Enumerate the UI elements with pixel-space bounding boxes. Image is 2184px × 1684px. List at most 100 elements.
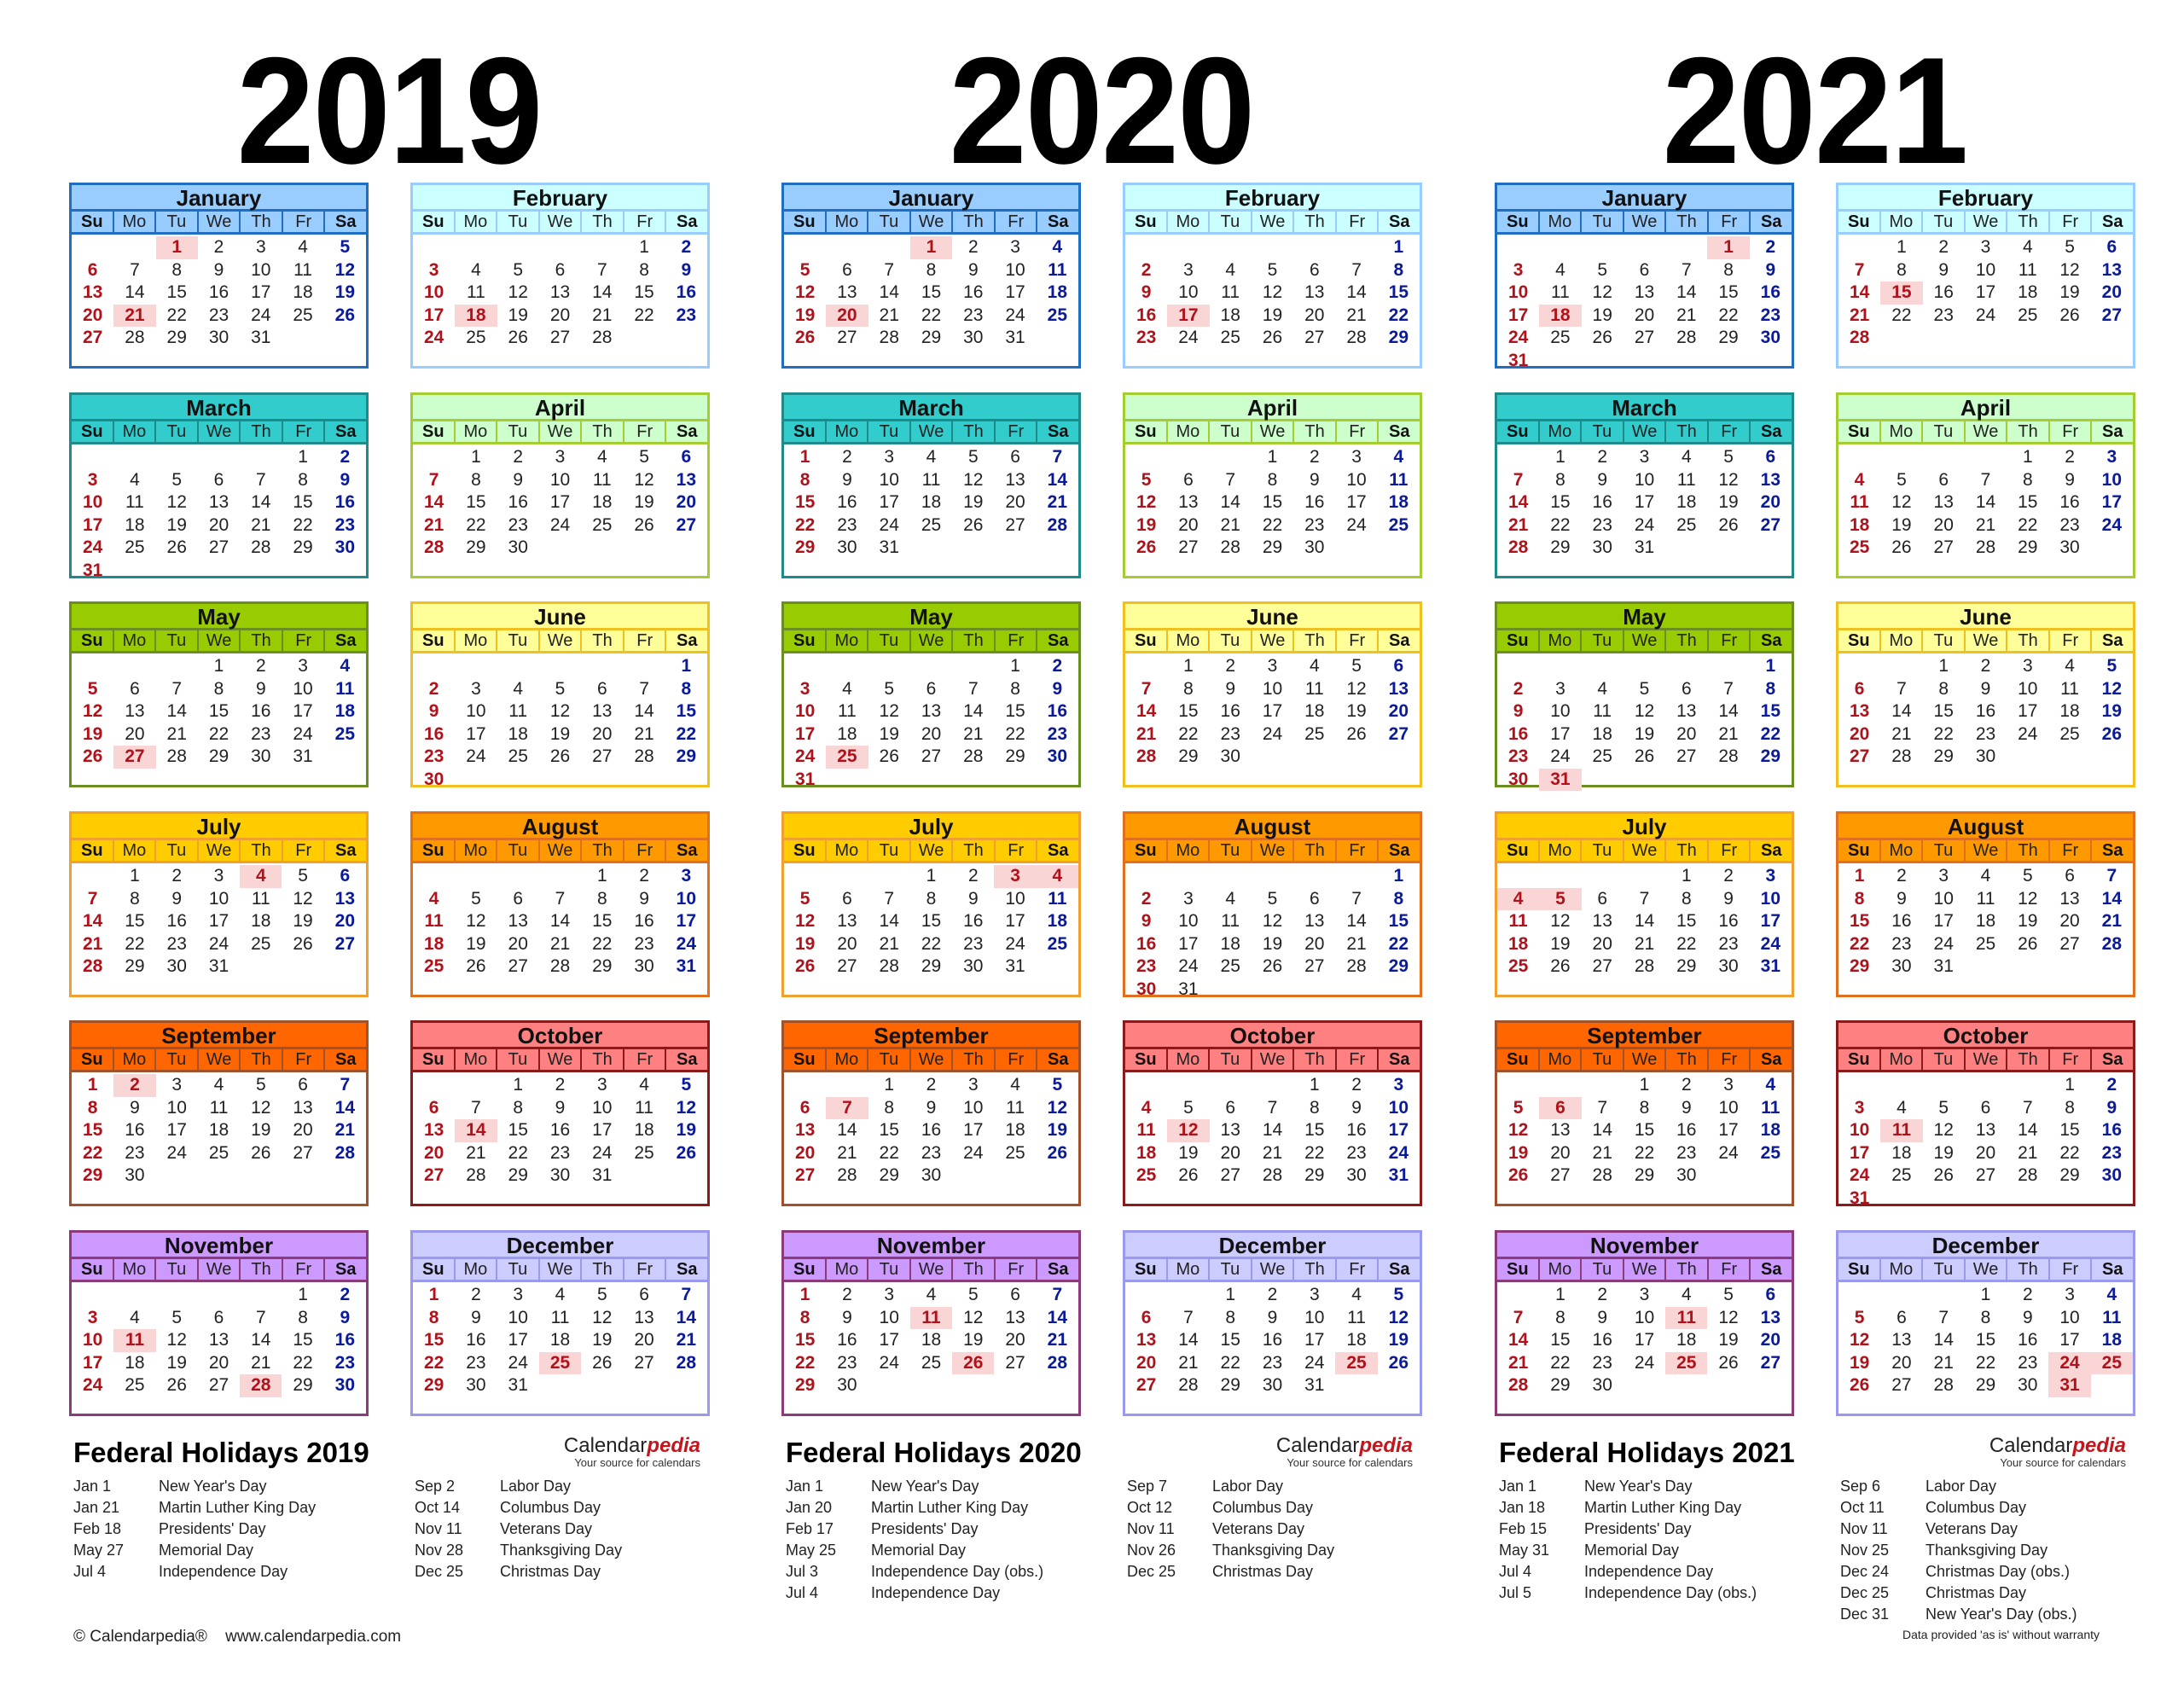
month-september: September Su Mo Tu We Th Fr Sa 1 2 3 4 5 6 7 8 9 10 11 12 13… xyxy=(1495,1020,1794,1206)
day-cell: 24 xyxy=(1005,305,1025,325)
day-cell: 3 xyxy=(171,1075,183,1095)
day-cell: 29 xyxy=(592,956,613,976)
day-cell: 21 xyxy=(963,723,984,744)
day-cell: 21 xyxy=(1718,723,1739,744)
day-cell: 9 xyxy=(513,469,524,490)
day-cell: 28 xyxy=(1507,537,1529,557)
day-cell: 3 xyxy=(428,259,439,280)
day-cell: 10 xyxy=(423,282,444,302)
day-cell: 5 xyxy=(799,888,810,909)
day-cell: 3 xyxy=(1639,1285,1650,1304)
day-cell: 2 xyxy=(1980,656,1991,676)
day-cell: 21 xyxy=(166,723,187,744)
day-cell: 12 xyxy=(1634,701,1655,721)
day-cell: 12 xyxy=(1718,469,1739,490)
weekday-label: Sa xyxy=(1761,1050,1782,1069)
day-cell: 11 xyxy=(921,469,941,490)
month-name: November xyxy=(784,1233,1078,1259)
day-cell: 7 xyxy=(1267,1097,1278,1118)
day-cell: 29 xyxy=(508,1165,528,1185)
day-cell: 16 xyxy=(1760,282,1781,302)
holiday-date: Sep 2 xyxy=(415,1478,456,1495)
day-cell: 14 xyxy=(1346,911,1367,931)
holiday-name: Columbus Day xyxy=(500,1499,601,1516)
day-cell: 10 xyxy=(208,888,229,909)
day-cell: 11 xyxy=(1048,259,1067,280)
day-cell: 9 xyxy=(2065,469,2075,490)
day-cell: 27 xyxy=(1760,514,1781,535)
month-january: January Su Mo Tu We Th Fr Sa 1 2 3 4 5 6 7 8 9 10 11 12 13 14… xyxy=(781,183,1081,369)
month-october: October Su Mo Tu We Th Fr Sa 1 2 3 4 5 6 7 8 9 10 11 12 13 14… xyxy=(410,1020,710,1206)
day-cell: 27 xyxy=(1220,1165,1240,1185)
day-cell: 11 xyxy=(2060,678,2079,699)
weekday-header-row: Su Mo Tu We Th Fr Sa xyxy=(413,421,707,444)
day-cell: 9 xyxy=(1141,911,1152,931)
day-cell: 22 xyxy=(1550,514,1571,535)
day-cell: 26 xyxy=(794,956,816,976)
day-cell: 21 xyxy=(1047,492,1068,512)
day-cell: 6 xyxy=(340,866,351,886)
day-cell: 14 xyxy=(676,1307,697,1327)
day-cell: 7 xyxy=(2106,866,2117,886)
weekday-label: Fr xyxy=(996,840,1038,861)
weekday-label: Sa xyxy=(1761,631,1782,650)
weekday-label: Tu xyxy=(1923,630,1966,651)
holiday-date: Jan 20 xyxy=(786,1499,833,1516)
weekday-label: Fr xyxy=(1337,630,1380,651)
calendarpedia-logo: Calendarpedia Your source for calendars xyxy=(1972,1435,2126,1469)
day-cell: 20 xyxy=(334,911,356,931)
day-cell: 21 xyxy=(1262,1142,1283,1163)
holiday-name: Christmas Day xyxy=(1212,1563,1314,1580)
day-cell: 16 xyxy=(125,1120,145,1140)
holiday-date: Sep 6 xyxy=(1840,1478,1881,1495)
weekday-label: We xyxy=(1624,1259,1667,1280)
day-cell: 25 xyxy=(1507,956,1529,976)
day-cell: 14 xyxy=(1592,1120,1612,1140)
day-cell: 7 xyxy=(1938,1307,1949,1327)
day-cell: 6 xyxy=(1896,1307,1907,1327)
day-cell: 8 xyxy=(130,888,140,909)
day-cell: 25 xyxy=(634,1142,654,1163)
day-cell: 11 xyxy=(251,888,270,909)
day-grid: 1 2 3 4 5 6 7 8 9 10 11 12 13 14 15 16 17 18 19 20 21 22 23 24 2… xyxy=(784,1282,1078,1397)
day-cell: 19 xyxy=(879,723,899,744)
day-cell: 19 xyxy=(1550,933,1571,954)
day-cell: 15 xyxy=(676,701,697,721)
weekday-label: Tu xyxy=(868,840,911,861)
day-cell: 22 xyxy=(508,1142,528,1163)
day-cell: 4 xyxy=(1052,237,1063,257)
day-cell: 30 xyxy=(1047,746,1068,766)
day-cell: 28 xyxy=(1262,1165,1283,1185)
weekday-label: Fr xyxy=(996,1049,1038,1070)
weekday-label: Mo xyxy=(827,630,869,651)
day-cell: 10 xyxy=(879,1307,899,1327)
day-cell: 22 xyxy=(1891,305,1912,325)
year-title: 2021 xyxy=(1662,26,1969,195)
day-cell: 19 xyxy=(1933,1142,1954,1163)
month-name: December xyxy=(413,1233,707,1259)
empty-cell xyxy=(413,236,455,259)
month-name: July xyxy=(784,814,1078,840)
weekday-label: Tu xyxy=(868,1049,911,1070)
day-cell: 28 xyxy=(251,537,271,557)
day-cell: 7 xyxy=(1052,1285,1063,1304)
weekday-label: Tu xyxy=(1923,421,1966,442)
day-cell: 8 xyxy=(1723,259,1734,280)
empty-cell xyxy=(413,1074,455,1097)
day-cell: 20 xyxy=(1136,1352,1157,1373)
day-cell: 25 xyxy=(1220,328,1240,347)
website-link[interactable]: www.calendarpedia.com xyxy=(225,1628,402,1646)
holiday-name: New Year's Day xyxy=(871,1478,979,1495)
holiday-name: Presidents' Day xyxy=(871,1520,979,1537)
month-december: December Su Mo Tu We Th Fr Sa 1 2 3 4 5 6 7 8 9 10 11 12 13 1… xyxy=(410,1230,710,1416)
day-cell: 18 xyxy=(251,911,271,931)
holiday-day-cell: 27 xyxy=(113,746,156,769)
day-cell: 4 xyxy=(555,1285,566,1304)
day-cell: 28 xyxy=(634,746,654,766)
day-cell: 10 xyxy=(1718,1097,1739,1118)
empty-cell xyxy=(240,446,282,469)
weekday-label: Mo xyxy=(456,212,498,232)
weekday-label: Sa xyxy=(1389,1050,1410,1069)
day-cell: 30 xyxy=(2101,1165,2123,1185)
empty-cell xyxy=(1838,1284,1880,1307)
